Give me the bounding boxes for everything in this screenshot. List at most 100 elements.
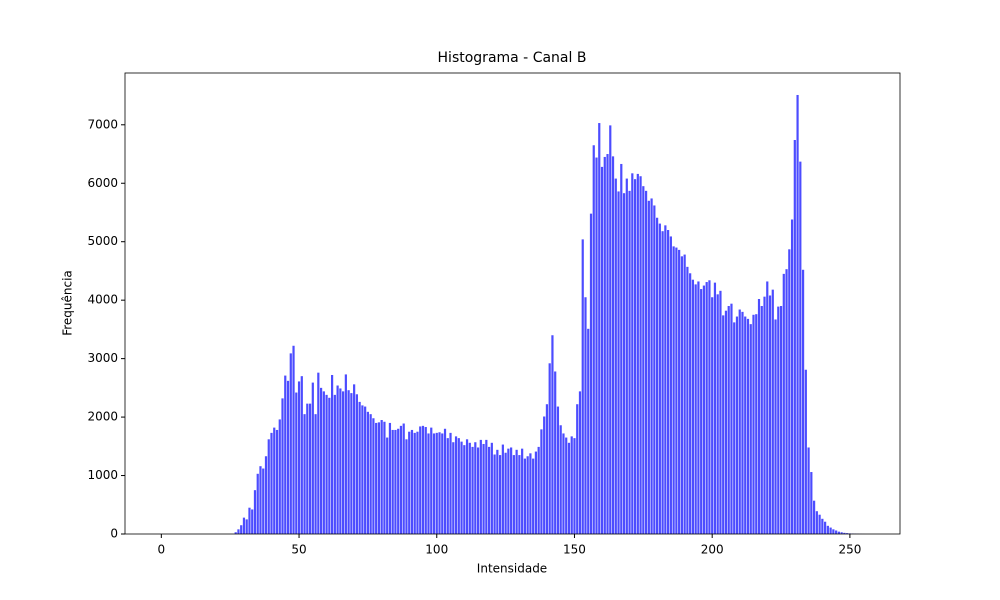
bar (609, 125, 612, 535)
bar (620, 163, 623, 534)
bar (286, 380, 290, 534)
bar (446, 438, 449, 534)
bar (534, 451, 538, 534)
bar (465, 439, 469, 534)
bar (807, 447, 810, 534)
bar (642, 186, 645, 534)
x-axis-label: Intensidade (477, 562, 547, 576)
bar (625, 178, 628, 534)
bar (675, 247, 678, 534)
bar (837, 531, 840, 534)
bar (543, 416, 546, 534)
bar (413, 432, 416, 534)
bar (768, 295, 772, 534)
bar (482, 443, 485, 534)
bar (556, 406, 560, 534)
bar (730, 303, 733, 534)
bar (581, 239, 584, 534)
bar (311, 382, 314, 534)
x-tick-label: 100 (425, 543, 448, 557)
bar (766, 281, 769, 534)
bar (264, 456, 268, 534)
bar (463, 445, 466, 534)
bar (408, 431, 411, 534)
bar (476, 447, 480, 534)
bar (424, 427, 427, 534)
bar (633, 179, 637, 534)
bar (242, 517, 246, 534)
bar (678, 249, 681, 534)
bar (532, 458, 535, 534)
bar (667, 230, 670, 535)
bar (314, 414, 317, 534)
bar (584, 297, 587, 534)
bar (741, 311, 744, 534)
bar (416, 431, 419, 534)
bar (639, 176, 642, 534)
bar (611, 156, 615, 534)
bar (686, 266, 689, 534)
bar (763, 296, 766, 534)
bar (303, 414, 306, 534)
bar (330, 374, 334, 534)
bar (587, 328, 590, 534)
bar (256, 473, 259, 534)
bar (443, 428, 447, 534)
bar (460, 441, 463, 534)
bar (270, 432, 273, 534)
bar (755, 314, 758, 534)
bar (245, 519, 248, 534)
bar (281, 398, 284, 534)
bar (297, 381, 301, 534)
bar (421, 425, 425, 534)
bar (501, 444, 504, 534)
bar (380, 420, 383, 534)
bar (322, 391, 325, 534)
bar (567, 442, 571, 534)
bar (275, 429, 279, 534)
bar (771, 289, 774, 534)
bar (700, 289, 703, 534)
bar (733, 322, 736, 534)
bar (273, 427, 276, 534)
bar (683, 254, 686, 535)
bar (523, 458, 526, 534)
bar (826, 525, 829, 534)
bar (383, 421, 386, 534)
bar (653, 205, 656, 534)
bar (253, 490, 257, 534)
bar (372, 418, 375, 534)
bar (449, 432, 452, 534)
x-tick-label: 150 (563, 543, 586, 557)
y-tick-label: 3000 (87, 351, 118, 365)
bar (308, 403, 312, 534)
bar (713, 282, 717, 534)
bar (716, 294, 719, 534)
y-tick-label: 0 (110, 527, 118, 541)
bar (746, 318, 750, 534)
bar (267, 439, 270, 534)
bar (234, 532, 237, 534)
bar (815, 511, 818, 534)
bar (485, 439, 488, 534)
bar (708, 280, 711, 534)
bar (589, 213, 593, 534)
y-tick-label: 5000 (87, 234, 118, 248)
y-axis-label: Frequência (61, 270, 75, 336)
bar (397, 428, 400, 534)
bar (644, 190, 648, 534)
bar (361, 405, 364, 534)
bar (691, 279, 695, 534)
bar (386, 437, 389, 534)
bar (664, 225, 667, 534)
bar (790, 219, 794, 534)
bar (237, 529, 240, 534)
bar (240, 525, 243, 534)
bar (328, 397, 331, 534)
bar (399, 425, 403, 534)
bar (306, 403, 309, 534)
bar (658, 223, 661, 534)
bar (655, 217, 659, 535)
bar (606, 154, 609, 534)
